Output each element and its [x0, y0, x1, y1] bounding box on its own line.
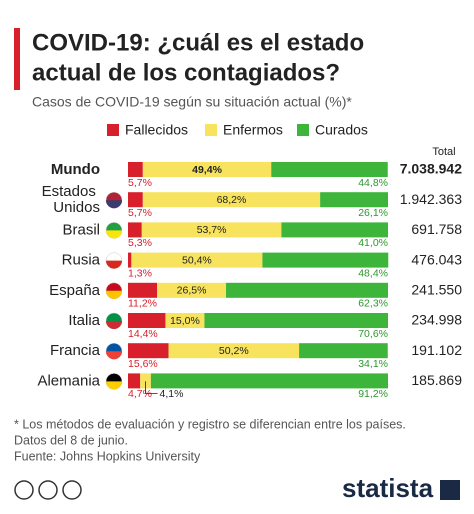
category-label: España	[49, 282, 101, 299]
category-label: Rusia	[62, 252, 101, 269]
legend-swatch	[107, 124, 119, 136]
legend-swatch	[205, 124, 217, 136]
leader-line	[145, 381, 158, 394]
category-label: Mundo	[51, 161, 100, 178]
flag-icon	[105, 282, 123, 300]
bar-segment	[128, 222, 142, 238]
value-label: 5,3%	[128, 237, 152, 249]
flag-icon	[105, 252, 123, 269]
value-label: 91,2%	[358, 388, 388, 400]
bar-segment	[150, 373, 388, 389]
value-label: 5,7%	[128, 207, 152, 219]
flag-icon	[105, 373, 123, 390]
value-label: 26,5%	[177, 285, 207, 297]
total-value: 234.998	[411, 312, 462, 328]
chart-title: actual de los contagiados?	[32, 59, 340, 86]
bar-segment	[141, 222, 282, 238]
bar-segment	[281, 222, 388, 238]
footnote: Fuente: Johns Hopkins University	[14, 449, 201, 463]
flag-icon	[105, 312, 123, 330]
bar-segment	[168, 343, 300, 359]
value-label: 14,4%	[128, 328, 158, 340]
bar-segment	[299, 343, 388, 359]
bar-segment	[128, 252, 132, 268]
total-value: 1.942.363	[400, 191, 462, 207]
value-label: 70,6%	[358, 328, 388, 340]
value-label: 26,1%	[358, 207, 388, 219]
value-label: 53,7%	[197, 224, 227, 236]
bar-segment	[142, 192, 321, 208]
bar-segment	[157, 282, 227, 298]
value-label: 68,2%	[217, 194, 247, 206]
value-label: 62,3%	[358, 298, 388, 310]
flag-half	[106, 321, 122, 329]
bar-segment	[320, 192, 388, 208]
value-label: 50,2%	[219, 345, 249, 357]
total-value: 185.869	[411, 372, 462, 388]
bar-segment	[128, 373, 141, 389]
flag-half	[106, 260, 122, 269]
value-label: 4,1%	[160, 388, 184, 400]
accent-bar	[14, 28, 20, 90]
bar-segment	[165, 313, 205, 328]
bar-segment	[128, 282, 158, 298]
bar-segment	[128, 313, 166, 328]
footnote: Datos del 8 de junio.	[14, 433, 128, 447]
value-label: 11,2%	[128, 298, 157, 310]
bar-segment	[131, 252, 263, 268]
bar-segment	[204, 313, 388, 328]
total-value: 691.758	[411, 221, 462, 237]
flag-half	[106, 230, 122, 239]
flag-half	[106, 351, 122, 360]
legend-label: Fallecidos	[125, 122, 188, 138]
total-value: 191.102	[411, 342, 462, 358]
total-header: Total	[432, 146, 455, 158]
total-value: 476.043	[411, 251, 462, 267]
cc-icons	[14, 480, 82, 500]
category-label: Italia	[68, 312, 100, 329]
brand-icon	[440, 480, 460, 500]
subtitle: Casos de COVID-19 según su situación act…	[32, 94, 352, 110]
legend-label: Enfermos	[223, 122, 283, 138]
bar-segment	[140, 373, 151, 389]
total-value: 241.550	[411, 282, 462, 298]
flag-icon	[105, 191, 123, 209]
flag-icon	[105, 342, 123, 360]
bar-segment	[226, 282, 388, 298]
flag-half	[106, 290, 122, 299]
value-label: 4,7%	[128, 388, 152, 400]
value-label: 44,8%	[358, 177, 388, 189]
flag-half	[106, 200, 122, 209]
category-label: Francia	[50, 342, 101, 359]
bar-segment	[128, 192, 143, 208]
total-value: 7.038.942	[400, 161, 462, 177]
value-label: 15,6%	[128, 358, 158, 370]
footnote: * Los métodos de evaluación y registro s…	[14, 417, 406, 431]
category-label: Estados Unidos	[42, 183, 100, 216]
brand-logo: statista	[342, 473, 434, 503]
flag-half	[106, 381, 122, 390]
bar-segment	[271, 162, 388, 177]
category-label: Alemania	[37, 372, 100, 389]
legend-swatch	[297, 124, 309, 136]
chart-title: COVID-19: ¿cuál es el estado	[32, 29, 364, 56]
bar-segment	[262, 252, 389, 268]
value-label: 41,0%	[358, 237, 388, 249]
flag-icon	[105, 222, 123, 239]
value-label: 1,3%	[128, 267, 152, 279]
value-label: 48,4%	[358, 267, 388, 279]
value-label: 34,1%	[358, 358, 388, 370]
bar-segment	[128, 162, 143, 177]
legend-label: Curados	[315, 122, 368, 138]
value-label: 5,7%	[128, 177, 152, 189]
value-label: 50,4%	[182, 254, 212, 266]
value-label: 49,4%	[192, 164, 222, 176]
bar-segment	[128, 343, 169, 359]
value-label: 15,0%	[170, 315, 200, 327]
bar-segment	[142, 162, 272, 177]
category-label: Brasil	[62, 221, 100, 238]
